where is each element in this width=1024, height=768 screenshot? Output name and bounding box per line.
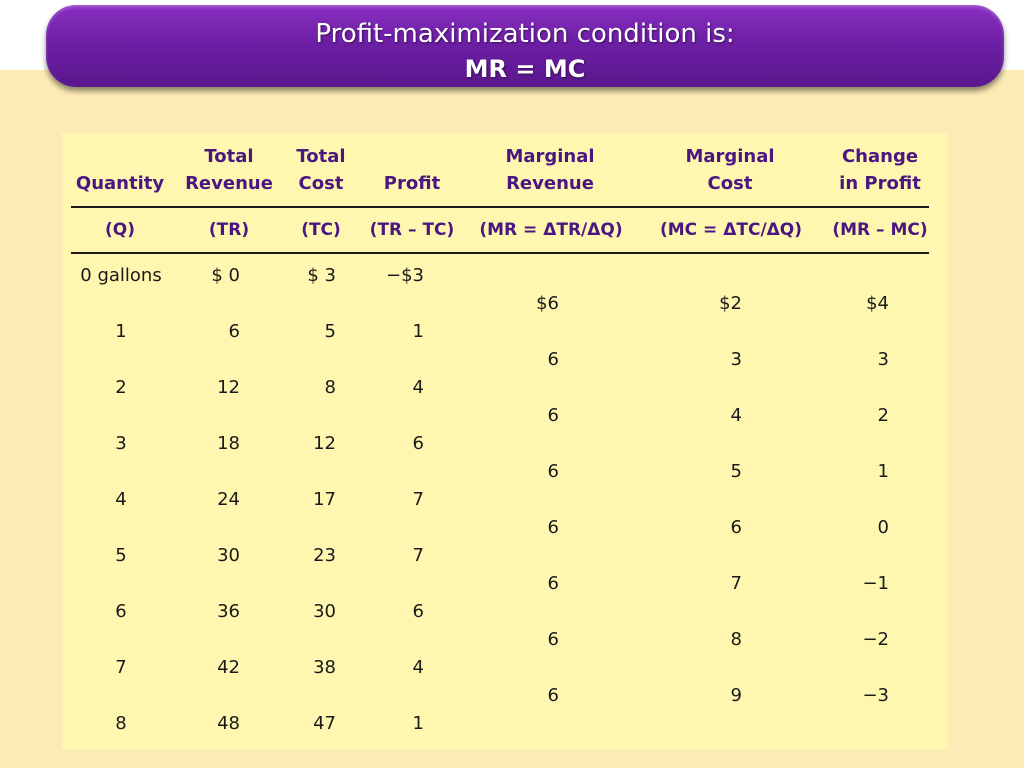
- total-cost-cell: 12: [313, 433, 336, 454]
- profit-table-panel: [62, 133, 948, 749]
- profit-cell: 7: [412, 489, 424, 510]
- change-in-profit-cell: 2: [877, 405, 889, 426]
- profit-cell: 6: [412, 433, 424, 454]
- profit-cell: 1: [412, 321, 424, 342]
- total-revenue-cell: 18: [217, 433, 240, 454]
- marginal-cost-cell: 7: [730, 573, 742, 594]
- marginal-cost-cell: 8: [730, 629, 742, 650]
- marginal-cost-cell: 5: [730, 461, 742, 482]
- quantity-cell: 1: [115, 321, 127, 342]
- marginal-revenue-cell: $6: [536, 293, 559, 314]
- total-revenue-cell: 30: [217, 545, 240, 566]
- quantity-cell: 0 gallons: [80, 265, 162, 286]
- quantity-cell: 4: [115, 489, 127, 510]
- change-in-profit-cell: 3: [877, 349, 889, 370]
- profit-cell: −$3: [386, 265, 424, 286]
- header-profit: Profit: [383, 173, 441, 194]
- total-cost-cell: 17: [313, 489, 336, 510]
- total-revenue-cell: 24: [217, 489, 240, 510]
- marginal-cost-cell: 3: [730, 349, 742, 370]
- symbol-profit: (TR – TC): [369, 220, 455, 240]
- quantity-cell: 6: [115, 601, 127, 622]
- header-marginal-revenue: Marginal Revenue: [505, 146, 595, 194]
- total-revenue-cell: $ 0: [211, 265, 240, 286]
- marginal-cost-cell: 4: [730, 405, 742, 426]
- marginal-revenue-cell: 6: [547, 629, 559, 650]
- total-cost-cell: 38: [313, 657, 336, 678]
- header-total-cost: Total Cost: [296, 146, 346, 194]
- profit-cell: 6: [412, 601, 424, 622]
- marginal-cost-cell: $2: [719, 293, 742, 314]
- total-cost-cell: 5: [324, 321, 336, 342]
- slide-title: Profit-maximization condition is:: [315, 19, 735, 49]
- change-in-profit-cell: −2: [862, 629, 889, 650]
- symbol-change-in-profit: (MR – MC): [832, 220, 928, 240]
- quantity-cell: 7: [115, 657, 127, 678]
- symbol-total-revenue: (TR): [208, 220, 250, 240]
- quantity-cell: 2: [115, 377, 127, 398]
- header-total-revenue: Total Revenue: [185, 146, 273, 194]
- change-in-profit-cell: 0: [877, 517, 889, 538]
- marginal-revenue-cell: 6: [547, 573, 559, 594]
- total-cost-cell: 47: [313, 713, 336, 734]
- title-banner: Profit-maximization condition is: MR = M…: [46, 5, 1004, 87]
- total-revenue-cell: 42: [217, 657, 240, 678]
- change-in-profit-cell: $4: [866, 293, 889, 314]
- marginal-revenue-cell: 6: [547, 517, 559, 538]
- total-cost-cell: 23: [313, 545, 336, 566]
- header-quantity: Quantity: [75, 173, 165, 194]
- profit-cell: 7: [412, 545, 424, 566]
- marginal-revenue-cell: 6: [547, 349, 559, 370]
- marginal-revenue-cell: 6: [547, 405, 559, 426]
- total-revenue-cell: 6: [228, 321, 240, 342]
- profit-cell: 4: [412, 377, 424, 398]
- quantity-cell: 8: [115, 713, 127, 734]
- header-marginal-cost: Marginal Cost: [685, 146, 775, 194]
- symbol-quantity: (Q): [105, 220, 135, 240]
- header-divider-top: [71, 206, 929, 208]
- marginal-cost-cell: 6: [730, 517, 742, 538]
- marginal-cost-cell: 9: [730, 685, 742, 706]
- change-in-profit-cell: 1: [877, 461, 889, 482]
- symbol-marginal-revenue: (MR = ΔTR/ΔQ): [479, 220, 623, 240]
- slide-subtitle: MR = MC: [464, 55, 586, 83]
- marginal-revenue-cell: 6: [547, 461, 559, 482]
- total-revenue-cell: 48: [217, 713, 240, 734]
- header-change-in-profit: Change in Profit: [839, 146, 921, 194]
- symbol-total-cost: (TC): [301, 220, 341, 240]
- total-cost-cell: 8: [324, 377, 336, 398]
- change-in-profit-cell: −1: [862, 573, 889, 594]
- total-cost-cell: 30: [313, 601, 336, 622]
- header-divider-bottom: [71, 252, 929, 254]
- symbol-marginal-cost: (MC = ΔTC/ΔQ): [659, 220, 803, 240]
- quantity-cell: 5: [115, 545, 127, 566]
- total-revenue-cell: 12: [217, 377, 240, 398]
- change-in-profit-cell: −3: [862, 685, 889, 706]
- total-cost-cell: $ 3: [307, 265, 336, 286]
- total-revenue-cell: 36: [217, 601, 240, 622]
- profit-cell: 1: [412, 713, 424, 734]
- profit-cell: 4: [412, 657, 424, 678]
- marginal-revenue-cell: 6: [547, 685, 559, 706]
- quantity-cell: 3: [115, 433, 127, 454]
